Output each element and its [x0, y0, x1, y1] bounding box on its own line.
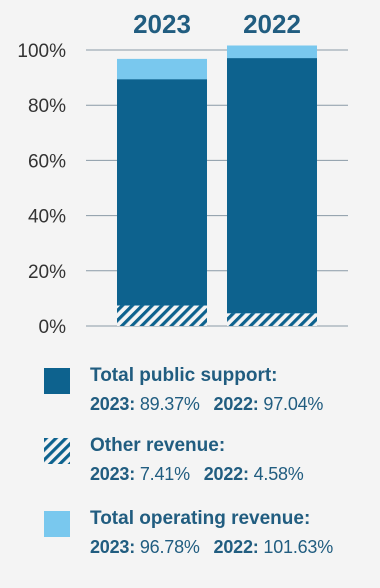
legend-year: 2023: — [90, 464, 136, 484]
legend-year: 2022: — [203, 464, 249, 484]
legend-value: 7.41% — [139, 464, 190, 484]
legend-year: 2022: — [213, 394, 259, 414]
legend-item-other-revenue: Other revenue: 2023: 7.41% 2022: 4.58% — [44, 432, 380, 488]
legend-value: 89.37% — [139, 394, 200, 414]
legend-values: 2023: 96.78% 2022: 101.63% — [90, 533, 380, 561]
bar-total-public-support — [117, 79, 207, 306]
revenue-chart: 0% 20% 40% 60% 80% 100% 2023 2022 — [17, 9, 348, 338]
legend-title: Total public support: — [90, 365, 278, 386]
legend-values: 2023: 7.41% 2022: 4.58% — [90, 460, 380, 488]
legend-value: 96.78% — [139, 537, 200, 557]
legend-values: 2023: 89.37% 2022: 97.04% — [90, 390, 380, 418]
category-label: 2023 — [133, 9, 191, 39]
bar-total-public-support — [227, 58, 317, 314]
y-tick-label: 0% — [39, 317, 67, 338]
y-tick-label: 100% — [17, 41, 66, 62]
y-tick-label: 20% — [28, 262, 66, 283]
y-tick-label: 40% — [28, 207, 66, 228]
y-tick-label: 80% — [28, 96, 66, 117]
legend-item-operating-revenue: Total operating revenue: 2023: 96.78% 20… — [44, 505, 380, 561]
solid-square-icon — [44, 368, 70, 394]
legend-title: Other revenue: — [90, 435, 226, 456]
bar-other-revenue — [227, 313, 317, 326]
legend-item-public-support: Total public support: 2023: 89.37% 2022:… — [44, 362, 380, 418]
category-label: 2022 — [243, 9, 301, 39]
light-square-icon — [44, 511, 70, 537]
legend-title: Total operating revenue: — [90, 508, 311, 529]
legend-year: 2022: — [213, 537, 259, 557]
y-tick-label: 60% — [28, 151, 66, 172]
legend-value: 101.63% — [263, 537, 334, 557]
legend: Total public support: 2023: 89.37% 2022:… — [44, 362, 380, 577]
legend-year: 2023: — [90, 394, 136, 414]
legend-year: 2023: — [90, 537, 136, 557]
legend-value: 4.58% — [253, 464, 304, 484]
hatched-square-icon — [44, 438, 70, 464]
legend-value: 97.04% — [263, 394, 324, 414]
bar-other-revenue — [117, 305, 207, 326]
